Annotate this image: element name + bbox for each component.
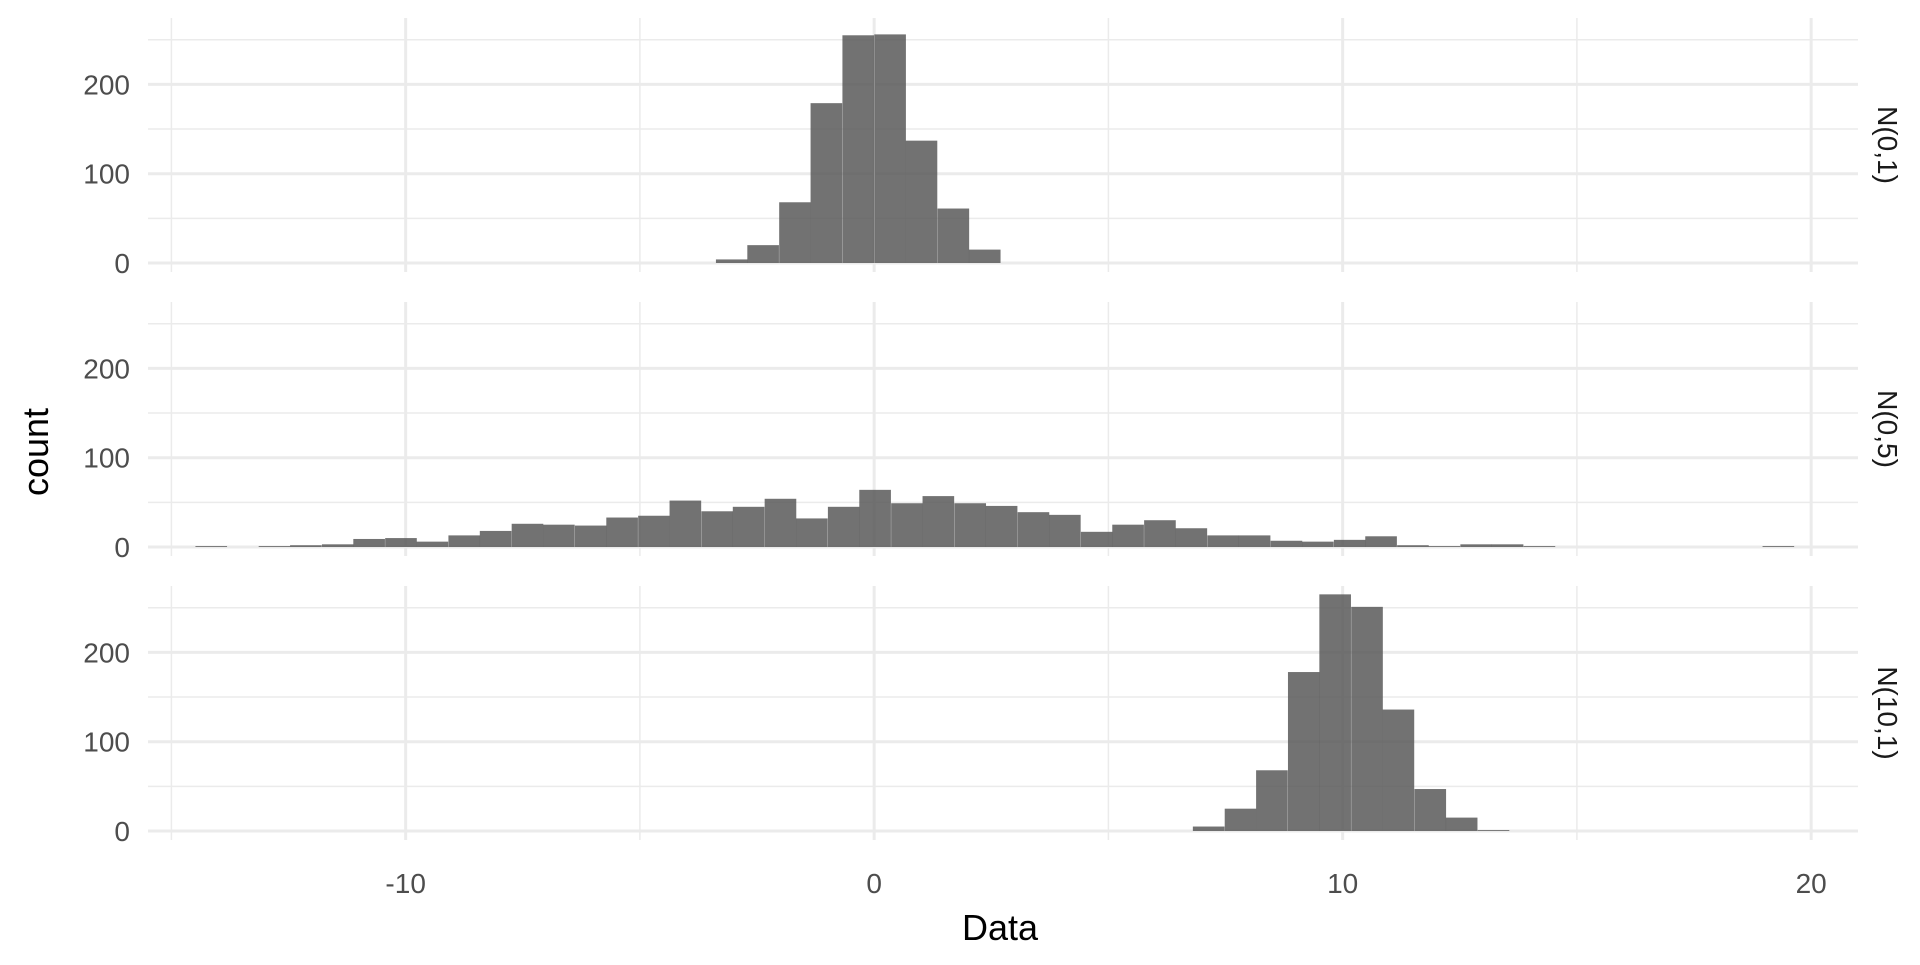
x-tick-label: -10	[385, 868, 425, 899]
histogram-bar	[1017, 512, 1050, 547]
histogram-bar	[448, 535, 481, 547]
facets-layer: 0 100 200 N(0,1) 0 100 200 N(0,5) 0 100 200 N(10,1)	[83, 18, 1903, 847]
histogram-bar	[732, 506, 765, 547]
histogram-bar	[321, 544, 354, 547]
histogram-bar	[874, 34, 906, 263]
histogram-bar	[1175, 528, 1208, 547]
y-tick-label: 100	[83, 727, 130, 758]
histogram-bar	[1491, 544, 1524, 547]
facet-strip-label: N(10,1)	[1872, 666, 1903, 759]
histogram-bar	[1112, 524, 1144, 547]
histogram-bar	[479, 530, 512, 547]
facet-panel: 0 100 200 N(10,1)	[83, 586, 1903, 847]
histogram-bar	[416, 541, 449, 547]
histogram-bar	[1270, 540, 1303, 547]
histogram-bar	[1397, 545, 1429, 547]
histogram-bar	[669, 500, 702, 547]
histogram-bar	[1460, 544, 1492, 547]
histogram-bar	[968, 249, 1001, 263]
histogram-bar	[606, 517, 638, 547]
histogram-bar	[1238, 535, 1271, 547]
facet-strip-label: N(0,5)	[1872, 390, 1903, 468]
y-tick-label: 100	[83, 159, 130, 190]
histogram-bar	[1302, 541, 1334, 547]
y-tick-label: 100	[83, 443, 130, 474]
histogram-bar	[543, 524, 575, 547]
histogram-bar	[511, 523, 544, 547]
histogram-bar	[1414, 789, 1447, 831]
x-tick-label: 0	[866, 868, 882, 899]
histogram-bar	[810, 103, 843, 263]
histogram-bar	[891, 503, 923, 547]
histogram-bar	[985, 505, 1018, 547]
histogram-bar	[1224, 808, 1257, 831]
facet-panel: 0 100 200 N(0,1)	[83, 18, 1903, 279]
y-tick-label: 200	[83, 69, 130, 100]
histogram-bar	[859, 489, 891, 547]
histogram-bar	[1382, 709, 1415, 831]
histogram-bar	[385, 538, 417, 547]
x-tick-label: 10	[1327, 868, 1358, 899]
x-tick-label: 20	[1796, 868, 1827, 899]
facet-panel: 0 100 200 N(0,5)	[83, 302, 1903, 563]
histogram-bar	[747, 245, 779, 263]
histogram-bar	[1049, 514, 1081, 547]
histogram-bar	[1523, 546, 1556, 547]
x-axis-title: Data	[962, 907, 1039, 948]
y-tick-label: 200	[83, 353, 130, 384]
histogram-bar	[922, 496, 955, 547]
y-axis-title: count	[15, 408, 56, 496]
histogram-bar	[1428, 546, 1461, 547]
y-tick-label: 0	[114, 248, 130, 279]
histogram-bar	[290, 545, 322, 547]
histogram-bar	[1192, 826, 1225, 831]
y-tick-label: 200	[83, 637, 130, 668]
histogram-bar	[574, 525, 607, 547]
histogram-bar	[796, 518, 828, 547]
histogram-bar	[1477, 830, 1510, 831]
histogram-bar	[1333, 539, 1366, 547]
histogram-bar	[827, 506, 860, 547]
histogram-bar	[1351, 606, 1383, 831]
histogram-bar	[1207, 535, 1240, 547]
histogram-bar	[1144, 520, 1176, 547]
histogram-bar	[1080, 531, 1113, 547]
histogram-bar	[764, 498, 797, 547]
facet-strip-label: N(0,1)	[1872, 106, 1903, 184]
histogram-bar	[701, 511, 734, 547]
histogram-bar	[353, 538, 385, 547]
histogram-bar	[1256, 770, 1288, 831]
histogram-bar	[1287, 672, 1320, 831]
histogram-bar	[842, 35, 875, 263]
x-axis: -10 0 10 20	[385, 868, 1826, 899]
histogram-bar	[1445, 817, 1478, 831]
histogram-bar	[715, 259, 748, 263]
histogram-bar	[1365, 536, 1397, 547]
histogram-bar	[1762, 546, 1795, 547]
histogram-bar	[779, 202, 811, 263]
y-tick-label: 0	[114, 532, 130, 563]
histogram-bar	[905, 140, 938, 263]
histogram-bar	[937, 208, 970, 263]
histogram-bar	[195, 546, 228, 547]
histogram-bar	[638, 515, 670, 547]
histogram-bar	[1319, 594, 1351, 831]
y-tick-label: 0	[114, 816, 130, 847]
histogram-bar	[258, 546, 291, 547]
histogram-bar	[954, 503, 987, 547]
